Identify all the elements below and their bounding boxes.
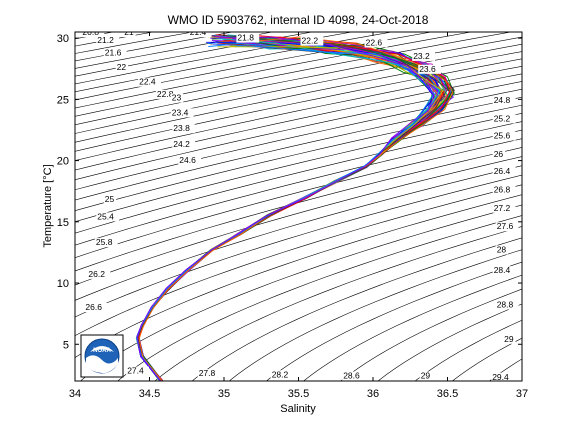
isopycnal-label: 27.8 bbox=[199, 368, 216, 378]
x-tick-label: 34.5 bbox=[139, 388, 160, 400]
isopycnal-label: 23.6 bbox=[419, 64, 436, 74]
isopycnal-label: 23.2 bbox=[413, 51, 430, 61]
isopycnal-label: 28.8 bbox=[497, 300, 514, 310]
isopycnal-label: 26.4 bbox=[494, 166, 511, 176]
isopycnal-label: 22.4 bbox=[139, 77, 156, 87]
noaa-logo: NOAA bbox=[81, 335, 123, 377]
x-axis-label: Salinity bbox=[280, 403, 316, 415]
isopycnal-label: 22.2 bbox=[302, 36, 319, 46]
isopycnal-label: 27.6 bbox=[497, 221, 514, 231]
isopycnal-label: 23 bbox=[172, 93, 182, 103]
x-tick-label: 35 bbox=[218, 388, 230, 400]
isopycnal-label: 28.2 bbox=[272, 369, 289, 379]
isopycnal-label: 28.6 bbox=[343, 371, 360, 381]
isopycnal-label: 21.2 bbox=[97, 35, 114, 45]
isopycnal-label: 22.6 bbox=[366, 38, 383, 48]
isopycnal-label: 26 bbox=[494, 149, 504, 159]
chart-title: WMO ID 5903762, internal ID 4098, 24-Oct… bbox=[168, 13, 429, 27]
isopycnal-label: 25.4 bbox=[97, 211, 114, 221]
isopycnal-label: 26.6 bbox=[85, 302, 102, 312]
isopycnal-label: 29.4 bbox=[492, 372, 509, 382]
y-tick-label: 5 bbox=[63, 339, 69, 351]
isopycnal-label: 23.4 bbox=[172, 107, 189, 117]
isopycnal-label: 23.8 bbox=[173, 123, 190, 133]
x-tick-label: 36 bbox=[367, 388, 379, 400]
isopycnal-label: 21.6 bbox=[105, 47, 122, 57]
x-tick-label: 34 bbox=[69, 388, 81, 400]
isopycnal-label: 28.4 bbox=[494, 265, 511, 275]
isopycnal-label: 29 bbox=[504, 334, 514, 344]
isopycnal-label: 24.2 bbox=[173, 139, 190, 149]
isopycnal-label: 26.8 bbox=[494, 184, 511, 194]
isopycnal-label: 25.6 bbox=[494, 131, 511, 141]
x-tick-label: 37 bbox=[516, 388, 528, 400]
noaa-logo-text: NOAA bbox=[93, 348, 111, 354]
x-tick-label: 35.5 bbox=[288, 388, 309, 400]
y-tick-label: 15 bbox=[57, 217, 69, 229]
y-tick-label: 20 bbox=[57, 156, 69, 168]
isopycnal-label: 25.8 bbox=[96, 237, 113, 247]
isopycnal-label: 22 bbox=[117, 62, 127, 72]
y-axis-label: Temperature [°C] bbox=[42, 164, 54, 247]
isopycnal-label: 25 bbox=[105, 194, 115, 204]
isopycnal-label: 24.6 bbox=[179, 155, 196, 165]
isopycnal-label: 27.2 bbox=[494, 203, 511, 213]
y-tick-label: 25 bbox=[57, 94, 69, 106]
isopycnal-label: 26.2 bbox=[88, 269, 105, 279]
y-tick-label: 10 bbox=[57, 278, 69, 290]
isopycnal-label: 27.4 bbox=[127, 366, 144, 376]
isopycnal-label: 21.8 bbox=[237, 33, 254, 43]
y-tick-label: 30 bbox=[57, 33, 69, 45]
x-tick-label: 36.5 bbox=[437, 388, 458, 400]
isopycnal-label: 25.2 bbox=[494, 113, 511, 123]
isopycnal-label: 28 bbox=[497, 244, 507, 254]
isopycnal-label: 29 bbox=[421, 371, 431, 381]
isopycnal-label: 24.8 bbox=[494, 95, 511, 105]
